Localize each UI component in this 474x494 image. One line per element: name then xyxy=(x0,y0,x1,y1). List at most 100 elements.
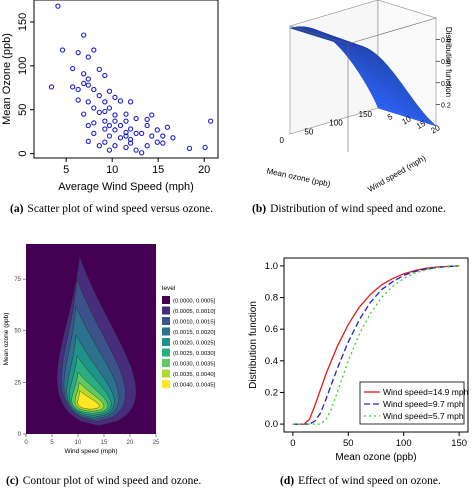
legend-swatch xyxy=(162,359,170,367)
scatter-point xyxy=(160,140,166,146)
panel-b: 0.2 0.4 0.6 0.8 Distribution function 0 50 100 1… xyxy=(250,0,474,196)
z-tick-label: 0.2 xyxy=(441,102,451,109)
scatter-point xyxy=(106,147,113,153)
y-axis-label: Mean ozone (ppb) xyxy=(3,313,10,366)
y-tick-label: 0.6 xyxy=(265,324,278,335)
scatter-point xyxy=(154,127,160,133)
legend-label: (0.0005, 0.0010] xyxy=(173,309,216,315)
scatter-point xyxy=(106,133,113,139)
scatter-chart: 5 10 15 20 0 50 100 150 Average Wind Speed (mph)… xyxy=(1,0,219,193)
series-line xyxy=(292,265,460,425)
y-tick-label: 5 xyxy=(386,112,395,122)
caption-a: (a) Scatter plot of wind speed versus ozo… xyxy=(10,203,213,215)
z-tick-label: 0.4 xyxy=(441,81,451,88)
x-tick-label: 20 xyxy=(198,164,210,176)
scatter-point xyxy=(138,150,145,156)
x-tick-label: 25 xyxy=(153,440,160,446)
y-tick-label: 150 xyxy=(17,13,29,31)
cdf-line-chart: 0 50 100 150 0.0 0.2 0.4 0.6 0.8 1.0 Mean ozone (p… xyxy=(248,257,469,463)
legend-label: Wind speed=14.9 mph xyxy=(383,387,469,397)
contour-chart: 0 5 10 15 20 25 0 25 50 75 Wind speed (mph) Mean oz… xyxy=(3,244,216,455)
box-edge xyxy=(289,25,349,45)
scatter-point xyxy=(55,3,61,9)
legend-swatch xyxy=(162,317,170,325)
legend-label: (0.0025, 0.0030] xyxy=(173,351,216,357)
x-tick-label: 50 xyxy=(304,127,313,136)
x-tick-label: 0 xyxy=(24,440,28,446)
scatter-point xyxy=(149,133,155,139)
x-tick-label: 5 xyxy=(63,164,69,176)
scatter-point xyxy=(96,109,102,116)
y-tick-label: 0.8 xyxy=(265,293,278,304)
scatter-point xyxy=(85,99,91,105)
scatter-point xyxy=(186,145,193,151)
plot-frame xyxy=(283,257,469,433)
scatter-point xyxy=(69,84,76,90)
scatter-point xyxy=(85,138,91,144)
x-tick-label: 5 xyxy=(50,440,54,446)
z-tick-label: 0.6 xyxy=(441,59,451,66)
scatter-point xyxy=(96,93,102,99)
scatter-point xyxy=(144,116,150,123)
y-tick-label: 20 xyxy=(429,123,442,135)
x-tick-label: 20 xyxy=(127,440,134,446)
scatter-point xyxy=(75,50,81,56)
scatter-point xyxy=(127,99,134,105)
scatter-point xyxy=(112,94,118,101)
scatter-point xyxy=(48,84,55,90)
scatter-point xyxy=(102,118,108,124)
scatter-point xyxy=(144,143,150,149)
scatter-point xyxy=(91,47,97,53)
x-axis-label: Mean ozone (ppb) xyxy=(335,452,416,463)
caption-c-tag: (c) xyxy=(6,475,19,487)
scatter-point xyxy=(112,118,118,124)
legend-label: (0.0035, 0.0040] xyxy=(173,372,216,378)
y-tick-label: 25 xyxy=(14,380,21,386)
scatter-point xyxy=(127,140,134,146)
scatter-point xyxy=(123,118,129,124)
y-axis-label: Mean Ozone (ppb) xyxy=(1,33,13,125)
z-axis-label: Distribution function xyxy=(444,27,453,97)
scatter-point xyxy=(69,65,76,72)
scatter-point xyxy=(75,97,81,103)
x-tick-label: 100 xyxy=(396,438,412,449)
x-tick-label: 150 xyxy=(359,110,373,119)
scatter-point xyxy=(85,82,91,88)
scatter-point xyxy=(91,105,97,111)
scatter-point xyxy=(81,111,87,117)
y-tick-label: 0.4 xyxy=(265,356,278,367)
scatter-point xyxy=(202,144,208,151)
scatter-point xyxy=(164,124,171,130)
x-tick-label: 150 xyxy=(451,438,467,449)
scatter-point xyxy=(112,143,118,149)
scatter-point xyxy=(160,133,166,139)
caption-d-text: Effect of wind speed on ozone. xyxy=(298,475,441,487)
y-tick-label: 0 xyxy=(18,432,22,438)
x-axis-label: Mean ozone (ppb) xyxy=(266,166,332,188)
y-axis-label: Wind speed (mph) xyxy=(366,153,427,194)
scatter-point xyxy=(102,126,108,132)
panel-c: 0 5 10 15 20 25 0 25 50 75 Wind speed (mph) Mean oz… xyxy=(0,236,240,466)
scatter-point xyxy=(59,47,66,53)
legend-swatch xyxy=(162,296,170,304)
legend-swatch xyxy=(162,338,170,346)
legend-label: Wind speed=5.7 mph xyxy=(383,411,464,421)
caption-a-text: Scatter plot of wind speed versus ozone. xyxy=(27,203,213,215)
y-tick-label: 50 xyxy=(14,329,21,335)
contour-level xyxy=(77,390,100,410)
caption-b: (b) Distribution of wind speed and ozone. xyxy=(252,203,446,215)
caption-d-tag: (d) xyxy=(280,475,295,487)
scatter-point xyxy=(123,111,129,117)
scatter-point xyxy=(106,105,113,111)
x-tick-label: 15 xyxy=(101,440,108,446)
scatter-point xyxy=(91,130,97,137)
scatter-point xyxy=(96,66,102,72)
scatter-point xyxy=(123,129,129,136)
scatter-point xyxy=(96,143,102,149)
scatter-point xyxy=(112,112,118,118)
surface-strip xyxy=(375,102,437,127)
y-tick-label: 0 xyxy=(17,151,29,157)
series-line xyxy=(292,265,460,425)
box-edge xyxy=(347,17,437,45)
